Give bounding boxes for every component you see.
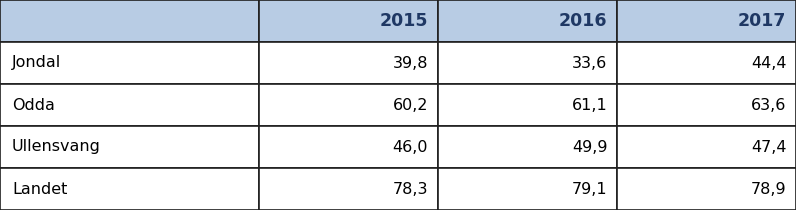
Text: 63,6: 63,6 [751, 97, 786, 113]
Text: 39,8: 39,8 [392, 55, 428, 71]
Bar [259, 168, 438, 210]
Bar [438, 42, 617, 84]
Bar [0, 84, 259, 126]
Text: 33,6: 33,6 [572, 55, 607, 71]
Text: 78,3: 78,3 [392, 181, 428, 197]
Text: Odda: Odda [12, 97, 55, 113]
Bar [617, 84, 796, 126]
Text: Jondal: Jondal [12, 55, 61, 71]
Bar [617, 126, 796, 168]
Text: 61,1: 61,1 [572, 97, 607, 113]
Text: 2015: 2015 [380, 12, 428, 30]
Text: 44,4: 44,4 [751, 55, 786, 71]
Bar [438, 168, 617, 210]
Bar [617, 42, 796, 84]
Text: Landet: Landet [12, 181, 68, 197]
Bar [617, 168, 796, 210]
Text: 49,9: 49,9 [572, 139, 607, 155]
Text: 78,9: 78,9 [751, 181, 786, 197]
Text: 2017: 2017 [738, 12, 786, 30]
Bar [0, 42, 259, 84]
Bar [438, 0, 617, 42]
Text: 79,1: 79,1 [572, 181, 607, 197]
Text: 46,0: 46,0 [392, 139, 428, 155]
Bar [0, 0, 259, 42]
Bar [438, 126, 617, 168]
Bar [259, 84, 438, 126]
Text: 47,4: 47,4 [751, 139, 786, 155]
Text: 60,2: 60,2 [392, 97, 428, 113]
Bar [438, 84, 617, 126]
Text: Ullensvang: Ullensvang [12, 139, 101, 155]
Bar [617, 0, 796, 42]
Bar [259, 0, 438, 42]
Bar [259, 126, 438, 168]
Bar [0, 126, 259, 168]
Bar [259, 42, 438, 84]
Bar [0, 168, 259, 210]
Text: 2016: 2016 [559, 12, 607, 30]
